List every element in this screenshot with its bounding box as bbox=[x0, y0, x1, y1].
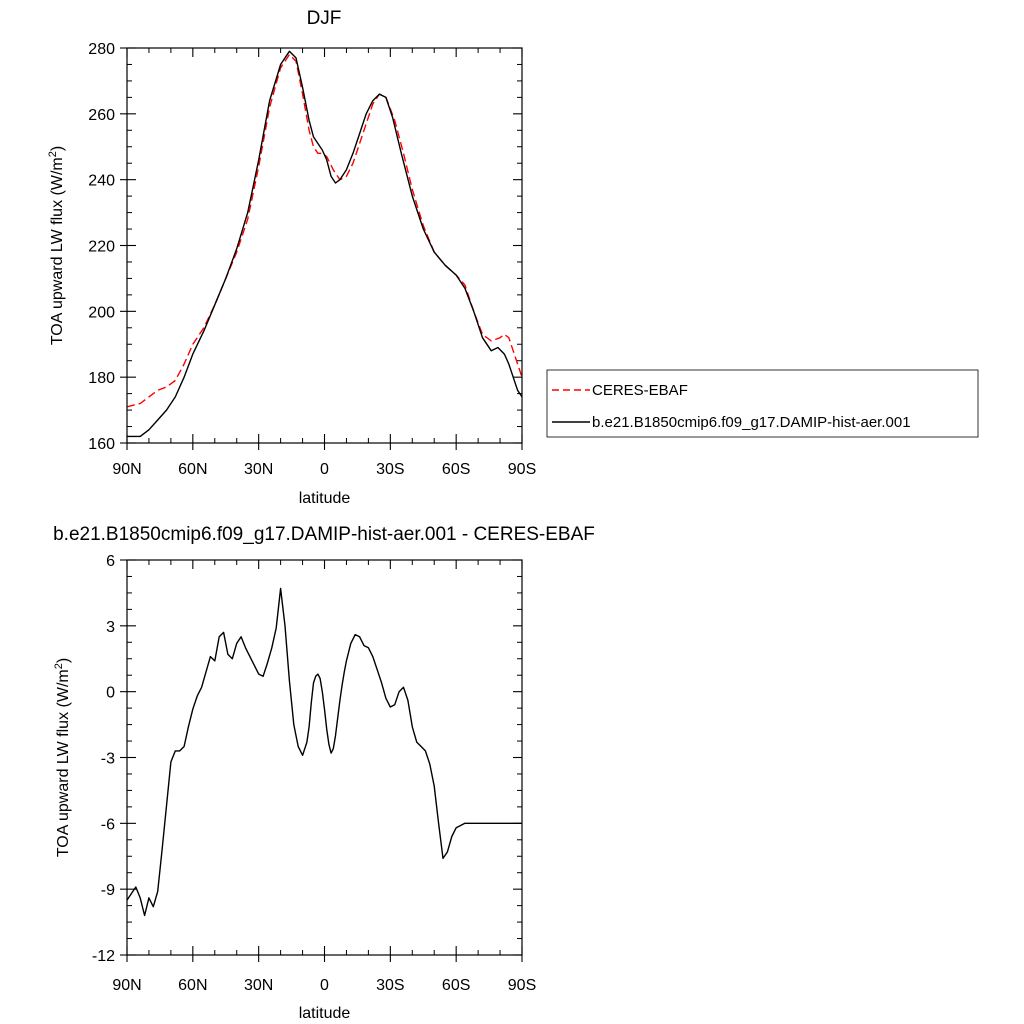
y-tick-label: 180 bbox=[88, 370, 115, 387]
x-tick-label: 0 bbox=[320, 461, 329, 478]
y-tick-label: -9 bbox=[101, 882, 115, 899]
y-axis-label-sup: 2 bbox=[53, 663, 65, 669]
x-tick-label: 30S bbox=[376, 977, 404, 994]
y-tick-label: 200 bbox=[88, 304, 115, 321]
plot-frame bbox=[126, 559, 523, 956]
y-axis-label: TOA upward LW flux (W/m2) bbox=[53, 658, 72, 857]
x-tick-label: 30N bbox=[244, 461, 273, 478]
chart-title: b.e21.B1850cmip6.f09_g17.DAMIP-hist-aer.… bbox=[53, 524, 595, 545]
plot-frame bbox=[126, 47, 523, 444]
y-tick-label: 260 bbox=[88, 107, 115, 124]
y-tick-label: -3 bbox=[101, 751, 115, 768]
chart-panel-1: DJF 90N 60N 30N 0 30S 60S 90S 160 180 200 220 240 260… bbox=[47, 8, 979, 507]
x-tick-label: 30N bbox=[244, 977, 273, 994]
x-axis-label: latitude bbox=[299, 1005, 351, 1022]
legend-box bbox=[546, 369, 979, 438]
legend-label-1: CERES-EBAF bbox=[592, 382, 688, 399]
y-axis-label-end: ) bbox=[49, 146, 66, 151]
y-tick-label: 0 bbox=[106, 685, 115, 702]
y-axis-label: TOA upward LW flux (W/m2) bbox=[47, 146, 66, 345]
y-tick-label: 240 bbox=[88, 173, 115, 190]
legend-label-2: b.e21.B1850cmip6.f09_g17.DAMIP-hist-aer.… bbox=[592, 414, 911, 431]
y-tick-label: 3 bbox=[106, 619, 115, 636]
y-tick-label: -6 bbox=[101, 816, 115, 833]
y-tick-label: 280 bbox=[88, 41, 115, 58]
x-tick-label: 90N bbox=[112, 461, 141, 478]
chart-panel-2: b.e21.B1850cmip6.f09_g17.DAMIP-hist-aer.… bbox=[53, 524, 595, 1022]
y-tick-label: 6 bbox=[106, 553, 115, 570]
y-axis-label-main: TOA upward LW flux (W/m bbox=[55, 669, 72, 857]
y-tick-label: -12 bbox=[92, 948, 115, 965]
x-axis-label: latitude bbox=[299, 490, 351, 507]
x-tick-label: 60N bbox=[178, 977, 207, 994]
x-tick-label: 0 bbox=[320, 977, 329, 994]
x-tick-label: 30S bbox=[376, 461, 404, 478]
x-tick-label: 60S bbox=[442, 977, 470, 994]
legend: CERES-EBAF b.e21.B1850cmip6.f09_g17.DAMIP… bbox=[546, 369, 979, 438]
series-line-2 bbox=[127, 50, 522, 438]
x-tick-label: 60N bbox=[178, 461, 207, 478]
series-line-1 bbox=[127, 587, 522, 917]
y-axis-label-main: TOA upward LW flux (W/m bbox=[49, 157, 66, 345]
x-tick-label: 60S bbox=[442, 461, 470, 478]
series-line-1 bbox=[127, 53, 522, 408]
x-tick-label: 90N bbox=[112, 977, 141, 994]
chart-title: DJF bbox=[307, 8, 342, 29]
y-axis-label-sup: 2 bbox=[47, 151, 59, 157]
y-axis-label-end: ) bbox=[55, 658, 72, 663]
x-tick-label: 90S bbox=[508, 977, 536, 994]
y-tick-label: 220 bbox=[88, 239, 115, 256]
y-tick-label: 160 bbox=[88, 436, 115, 453]
x-tick-label: 90S bbox=[508, 461, 536, 478]
